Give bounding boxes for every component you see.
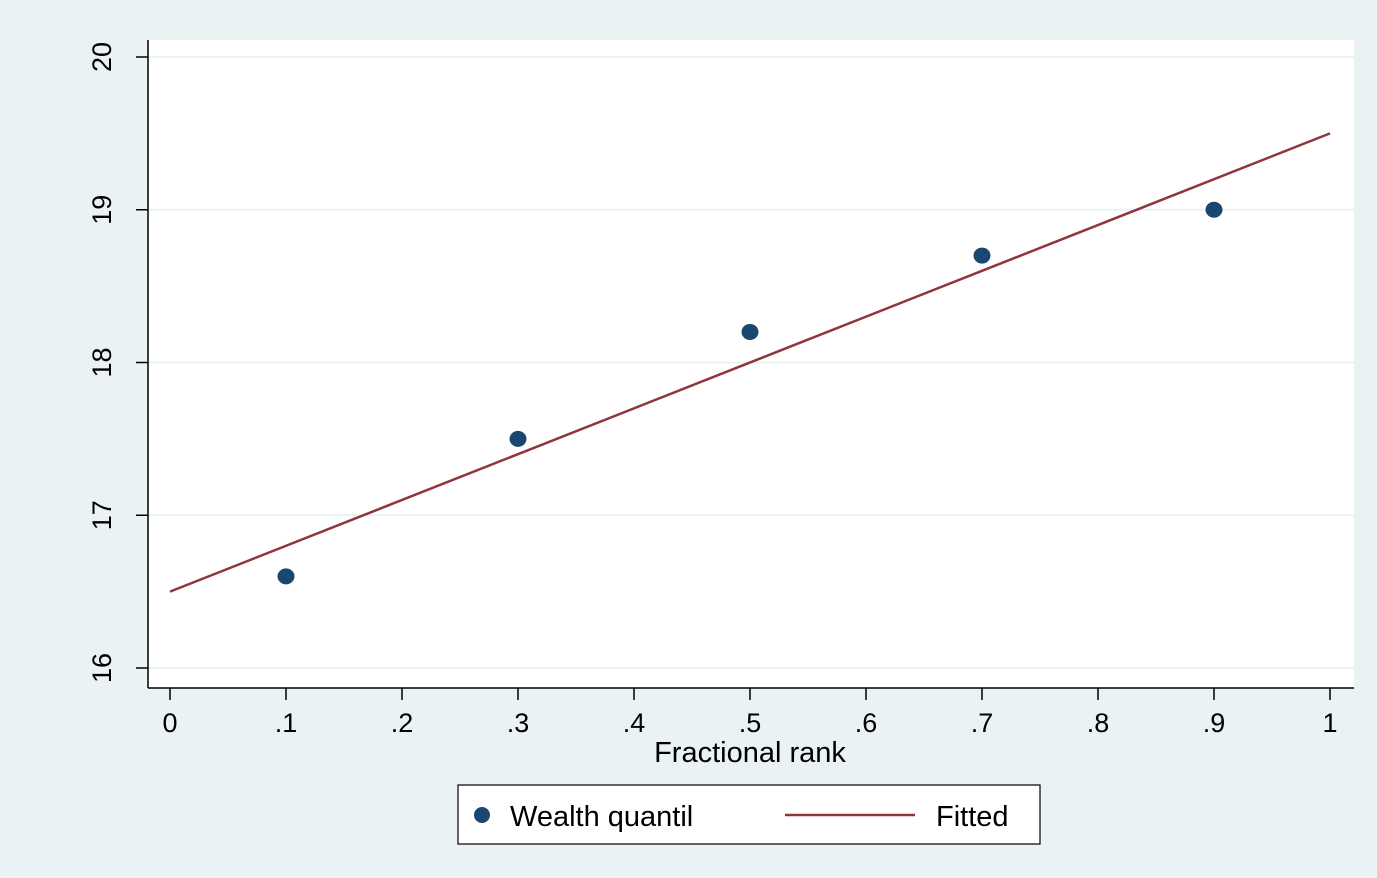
data-point <box>741 323 759 340</box>
x-tick-label: .5 <box>739 708 762 738</box>
x-tick-label: 0 <box>162 708 177 738</box>
legend-box <box>457 784 1041 845</box>
x-tick-label: 1 <box>1322 708 1337 738</box>
series-layer <box>169 132 1331 593</box>
x-tick-label: .3 <box>507 708 530 738</box>
data-point <box>277 568 295 585</box>
y-tick-label: 16 <box>87 653 117 683</box>
x-axis-title: Fractional rank <box>654 737 846 769</box>
x-axis-ticks: 0 .1 .2 .3 .4 .5 .6 .7 .8 .9 1 <box>162 688 1338 738</box>
x-tick-label: .9 <box>1203 708 1226 738</box>
y-tick-label: 17 <box>87 500 117 530</box>
plot-area <box>148 40 1354 688</box>
legend-label-fitted: Fitted <box>936 801 1009 833</box>
legend-label-wealth-quantil: Wealth quantil <box>510 801 693 833</box>
x-tick-label: .4 <box>623 708 646 738</box>
x-tick-label: .7 <box>971 708 994 738</box>
x-tick-label: .8 <box>1087 708 1110 738</box>
data-point <box>1205 201 1223 218</box>
data-point <box>973 247 991 264</box>
y-tick-label: 18 <box>87 347 117 377</box>
legend-marker-wealth-quantil <box>474 807 490 823</box>
data-point <box>509 430 527 447</box>
y-tick-label: 20 <box>87 42 117 72</box>
legend: Wealth quantil Fitted <box>457 784 1041 845</box>
x-tick-label: .1 <box>275 708 298 738</box>
x-tick-label: .6 <box>855 708 878 738</box>
y-axis-ticks: 16 17 18 19 20 <box>87 42 148 683</box>
y-tick-label: 19 <box>87 195 117 225</box>
x-tick-label: .2 <box>391 708 414 738</box>
fitted-line <box>169 132 1331 593</box>
